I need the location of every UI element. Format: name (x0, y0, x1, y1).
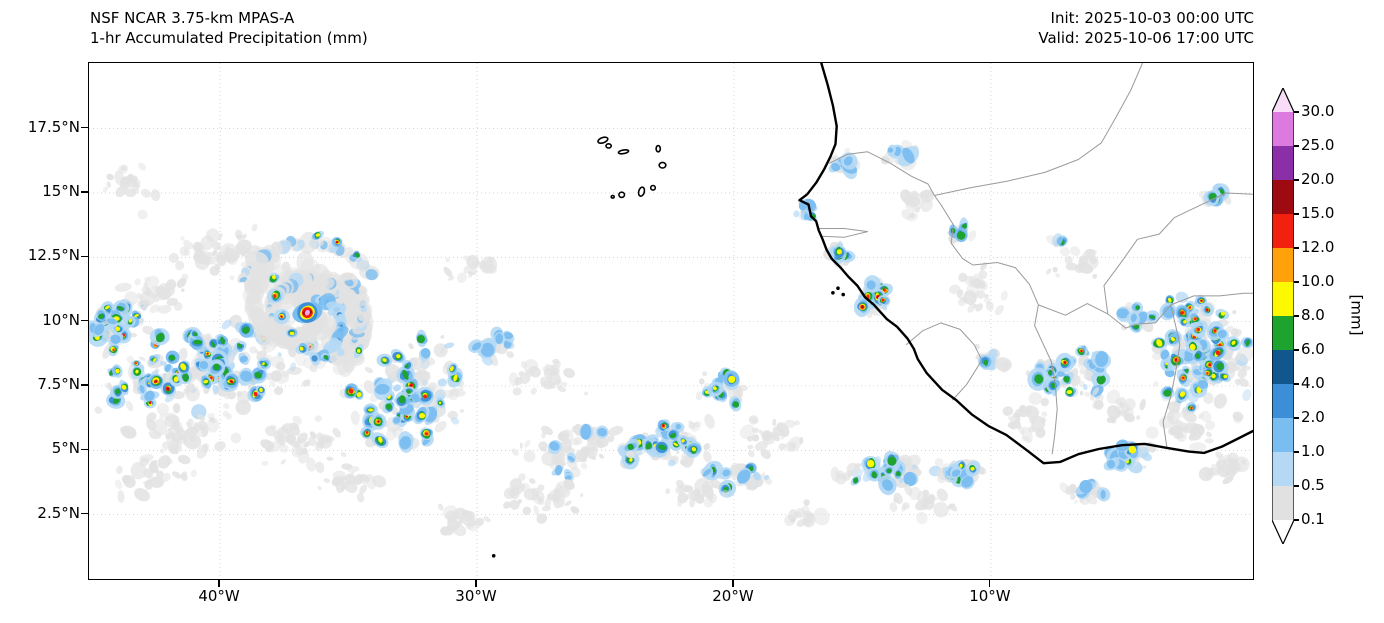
colorbar-tick-label: 8.0 (1301, 306, 1325, 324)
y-tick-label: 15°N (42, 181, 80, 200)
colorbar-tick-label: 20.0 (1301, 170, 1335, 188)
colorbar-tick-mark (1294, 247, 1299, 249)
colorbar-tick-mark (1294, 145, 1299, 147)
precipitation-map-canvas (89, 63, 1253, 579)
colorbar-tick-mark (1294, 111, 1299, 113)
y-tick-label: 7.5°N (37, 374, 80, 393)
colorbar-tick-label: 0.5 (1301, 476, 1325, 494)
chart-subtitle: 1-hr Accumulated Precipitation (mm) (90, 29, 368, 47)
colorbar-tick-label: 10.0 (1301, 272, 1335, 290)
colorbar-tick-mark (1294, 179, 1299, 181)
colorbar-tick-label: 2.0 (1301, 408, 1325, 426)
x-tick-label: 30°W (455, 587, 497, 605)
y-tick-label: 2.5°N (37, 503, 80, 522)
y-tick-mark (81, 320, 88, 322)
x-tick-label: 10°W (969, 587, 1011, 605)
colorbar-tick-mark (1294, 383, 1299, 385)
colorbar-unit-label: [mm] (1347, 294, 1366, 336)
colorbar-tick-mark (1294, 417, 1299, 419)
x-tick-label: 40°W (198, 587, 240, 605)
y-tick-mark (81, 191, 88, 193)
colorbar-tick-label: 4.0 (1301, 374, 1325, 392)
y-tick-mark (81, 448, 88, 450)
colorbar-gradient (1272, 88, 1294, 544)
colorbar-tick-mark (1294, 281, 1299, 283)
x-tick-label: 20°W (712, 587, 754, 605)
colorbar-tick-mark (1294, 519, 1299, 521)
map-plot-area (88, 62, 1254, 580)
y-tick-label: 5°N (51, 439, 80, 458)
colorbar-tick-label: 1.0 (1301, 442, 1325, 460)
x-tick-mark (732, 580, 734, 587)
init-time-label: Init: 2025-10-03 00:00 UTC (1050, 9, 1254, 27)
colorbar-tick-label: 25.0 (1301, 136, 1335, 154)
y-tick-label: 17.5°N (27, 117, 80, 136)
colorbar-tick-label: 6.0 (1301, 340, 1325, 358)
y-tick-mark (81, 127, 88, 129)
y-tick-label: 12.5°N (27, 246, 80, 265)
colorbar-tick-label: 30.0 (1301, 102, 1335, 120)
colorbar-tick-mark (1294, 451, 1299, 453)
x-tick-mark (218, 580, 220, 587)
y-tick-mark (81, 255, 88, 257)
precipitation-layer (89, 139, 1253, 537)
y-tick-mark (81, 513, 88, 515)
geography-layer (491, 63, 1253, 558)
colorbar-tick-label: 0.1 (1301, 510, 1325, 528)
colorbar-tick-mark (1294, 213, 1299, 215)
chart-title: NSF NCAR 3.75-km MPAS-A (90, 9, 295, 27)
colorbar-tick-mark (1294, 315, 1299, 317)
x-tick-mark (989, 580, 991, 587)
y-tick-label: 10°N (42, 310, 80, 329)
valid-time-label: Valid: 2025-10-06 17:00 UTC (1038, 29, 1254, 47)
colorbar-tick-label: 12.0 (1301, 238, 1335, 256)
colorbar-tick-mark (1294, 349, 1299, 351)
colorbar-tick-mark (1294, 485, 1299, 487)
colorbar-tick-label: 15.0 (1301, 204, 1335, 222)
x-tick-mark (475, 580, 477, 587)
y-tick-mark (81, 384, 88, 386)
